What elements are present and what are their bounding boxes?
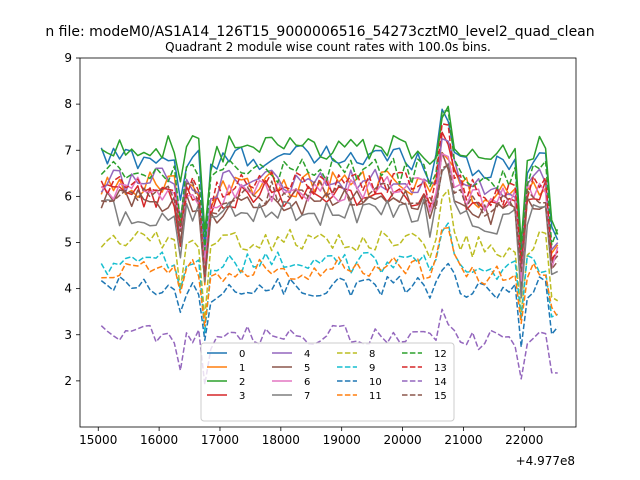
legend-label-3: 3 <box>239 391 245 402</box>
legend-label-10: 10 <box>369 377 382 388</box>
legend-label-11: 11 <box>369 391 382 402</box>
x-tick-label: 16000 <box>140 433 178 447</box>
series-line-0 <box>100 108 559 255</box>
legend-label-6: 6 <box>304 377 310 388</box>
x-tick-label: 19000 <box>323 433 361 447</box>
y-tick-label: 4 <box>64 282 72 296</box>
y-tick-label: 5 <box>64 236 72 250</box>
y-tick-label: 8 <box>64 97 72 111</box>
x-axis: 15000 16000 17000 18000 19000 20000 21000 22000 <box>79 427 543 447</box>
series-line-14 <box>100 308 558 386</box>
series-layer <box>100 105 559 386</box>
legend-label-13: 13 <box>434 363 447 374</box>
y-tick-label: 2 <box>64 374 72 388</box>
y-axis: 2 3 4 5 6 7 8 9 <box>64 51 80 388</box>
legend-label-2: 2 <box>239 377 245 388</box>
series-line-11 <box>101 226 559 327</box>
legend-label-9: 9 <box>369 363 375 374</box>
legend-label-7: 7 <box>304 391 310 402</box>
y-tick-label: 9 <box>64 51 72 65</box>
y-tick-label: 3 <box>64 328 72 342</box>
y-tick-label: 6 <box>64 189 72 203</box>
legend-label-14: 14 <box>434 377 447 388</box>
series-line-12 <box>100 109 559 260</box>
legend-label-15: 15 <box>434 391 447 402</box>
series-line-8 <box>100 189 559 320</box>
x-offset-label: +4.977e8 <box>516 454 575 468</box>
chart-title: Quadrant 2 module wise count rates with … <box>165 40 491 54</box>
series-line-15 <box>101 164 559 276</box>
legend-label-5: 5 <box>304 363 310 374</box>
x-tick-label: 15000 <box>79 433 117 447</box>
legend-label-12: 12 <box>434 349 447 360</box>
series-line-2 <box>100 105 559 245</box>
legend-label-0: 0 <box>239 349 245 360</box>
x-tick-label: 18000 <box>262 433 300 447</box>
legend-box <box>200 342 455 422</box>
legend-label-1: 1 <box>239 363 245 374</box>
x-tick-label: 20000 <box>383 433 421 447</box>
legend-label-8: 8 <box>369 349 375 360</box>
series-line-10 <box>100 262 559 348</box>
series-line-7 <box>101 162 559 299</box>
x-tick-label: 17000 <box>201 433 239 447</box>
y-tick-label: 7 <box>64 143 72 157</box>
x-tick-label: 22000 <box>505 433 543 447</box>
legend-label-4: 4 <box>304 349 310 360</box>
x-tick-label: 21000 <box>444 433 482 447</box>
series-line-13 <box>100 123 559 278</box>
figure-suptitle: n file: modeM0/AS1A14_126T15_9000006516_… <box>45 24 594 40</box>
